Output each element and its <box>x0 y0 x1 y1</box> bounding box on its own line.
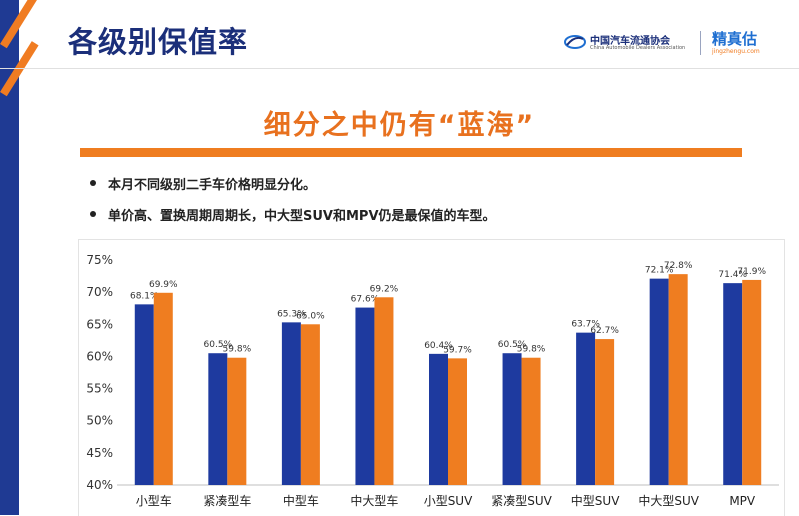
bullet-item: 单价高、置换周期周期长，中大型SUV和MPV仍是最保值的车型。 <box>86 205 496 236</box>
cada-logo: 中国汽车流通协会 China Automobile Dealers Associ… <box>564 29 694 57</box>
bar <box>502 353 522 485</box>
bar <box>668 274 688 485</box>
headline: 细分之中仍有“蓝海” <box>263 110 536 141</box>
bar <box>649 278 669 485</box>
bar <box>429 353 448 485</box>
bullet-text: 本月不同级别二手车价格明显分化。 <box>108 178 317 193</box>
x-tick-label: 小型SUV <box>424 494 473 508</box>
bar <box>281 322 301 485</box>
y-tick-label: 45% <box>86 446 113 460</box>
data-label: 59.8% <box>223 345 252 355</box>
x-tick-label: MPV <box>729 494 756 508</box>
cada-logo-english: China Automobile Dealers Association <box>590 45 686 51</box>
cada-logo-name: 中国汽车流通协会 <box>590 36 670 47</box>
data-label: 69.2% <box>370 284 399 294</box>
data-label: 62.7% <box>590 326 619 336</box>
data-label: 63.7% <box>571 320 600 330</box>
bar <box>208 353 228 485</box>
data-label: 69.9% <box>149 280 178 290</box>
x-tick-label: 紧凑型SUV <box>491 494 552 508</box>
jzg-logo: 精真估 <box>712 30 758 48</box>
data-label: 72.1% <box>645 266 674 276</box>
x-tick-label: 紧凑型车 <box>203 493 251 508</box>
x-tick-label: 小型车 <box>136 493 172 508</box>
y-tick-label: 75% <box>86 253 113 267</box>
y-tick-label: 70% <box>86 285 113 299</box>
bar <box>723 283 743 485</box>
bar <box>153 292 173 485</box>
data-label: 60.5% <box>204 340 233 350</box>
y-tick-label: 50% <box>86 414 113 428</box>
data-label: 60.4% <box>424 341 453 351</box>
x-tick-label: 中大型SUV <box>638 493 699 508</box>
left-decor-strip <box>0 0 39 515</box>
cada-logo-icon <box>564 35 586 49</box>
bullet-dot-icon <box>90 211 96 217</box>
data-label: 65.0% <box>296 311 325 321</box>
bar <box>595 339 615 485</box>
data-label: 67.6% <box>351 295 380 305</box>
data-label: 59.8% <box>517 345 546 355</box>
data-label: 60.5% <box>498 340 527 350</box>
bullet-list: 本月不同级别二手车价格明显分化。 单价高、置换周期周期长，中大型SUV和MPV仍… <box>86 174 496 236</box>
bullet-text: 单价高、置换周期周期长，中大型SUV和MPV仍是最保值的车型。 <box>108 209 496 224</box>
bar <box>227 357 247 485</box>
bar <box>300 324 320 485</box>
data-label: 59.7% <box>443 345 472 355</box>
bar <box>576 332 596 485</box>
jzg-logo-url: jingzhengu.com <box>712 48 760 55</box>
logo-separator <box>700 31 701 55</box>
bullet-item: 本月不同级别二手车价格明显分化。 <box>86 174 496 205</box>
data-label: 68.1% <box>130 291 159 301</box>
y-tick-label: 40% <box>86 478 113 492</box>
bar <box>448 358 467 485</box>
bar <box>355 307 375 485</box>
y-tick-label: 60% <box>86 349 113 363</box>
bullet-dot-icon <box>90 180 96 186</box>
bar <box>374 297 394 485</box>
bar <box>134 304 154 485</box>
y-tick-label: 55% <box>86 382 113 396</box>
data-label: 72.8% <box>664 261 693 271</box>
x-tick-label: 中型车 <box>283 493 319 508</box>
bar-chart: 40% 45% 50% 55% 60% 65% 70% 75% 68.1%69.9% 小型车 60.… <box>86 253 779 508</box>
chart-panel: 40% 45% 50% 55% 60% 65% 70% 75% 68.1% 69.9% 小型车 60.… <box>78 239 785 516</box>
data-label: 65.3% <box>277 309 306 319</box>
bar <box>521 357 541 485</box>
slide-title: 各级别保值率 <box>68 25 249 59</box>
y-tick-label: 65% <box>86 317 113 331</box>
x-tick-label: 中大型车 <box>350 493 398 508</box>
x-tick-label: 中型SUV <box>571 493 620 508</box>
title-divider <box>0 68 799 69</box>
bar <box>742 279 762 485</box>
data-label: 71.4% <box>718 270 747 280</box>
data-label: 71.9% <box>737 267 766 277</box>
headline-bar <box>80 148 742 157</box>
